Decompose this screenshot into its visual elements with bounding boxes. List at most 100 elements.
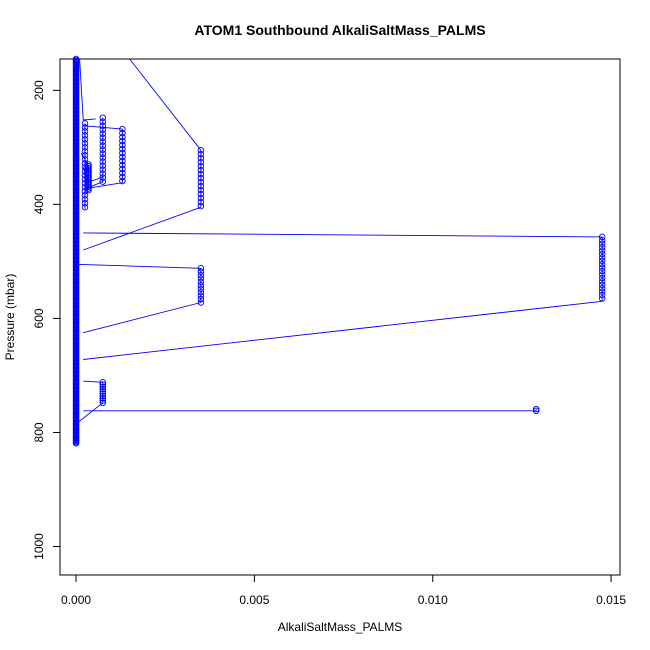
data-point — [119, 161, 126, 169]
data-point — [197, 186, 205, 194]
data-point — [81, 128, 89, 135]
data-point — [99, 399, 107, 407]
series-line — [75, 402, 104, 425]
data-point — [99, 166, 107, 173]
data-point — [85, 174, 92, 182]
data-point — [197, 146, 205, 154]
data-point — [532, 407, 540, 415]
data-point — [81, 200, 89, 207]
data-point — [99, 397, 107, 404]
data-point — [99, 146, 107, 153]
series-line — [129, 58, 202, 151]
data-point — [81, 124, 89, 131]
data-point — [85, 183, 92, 190]
data-point — [598, 250, 606, 258]
data-point — [81, 180, 89, 187]
data-point — [197, 174, 205, 182]
data-point — [119, 137, 126, 145]
series-line — [79, 58, 96, 121]
data-point — [119, 165, 126, 173]
data-point — [598, 237, 606, 244]
series-line — [83, 302, 202, 334]
data-point — [85, 180, 92, 187]
data-point — [85, 176, 92, 184]
data-point — [85, 173, 92, 180]
series-line — [83, 380, 103, 383]
data-point — [81, 140, 89, 147]
data-point — [81, 144, 89, 151]
data-point — [598, 254, 606, 261]
y-tick-label: 400 — [32, 194, 46, 214]
x-axis-label: AlkaliSaltMass_PALMS — [278, 620, 403, 634]
y-tick-label: 600 — [32, 308, 46, 328]
data-point — [81, 168, 89, 175]
data-point — [197, 282, 205, 289]
data-point — [197, 299, 205, 306]
data-point — [197, 170, 205, 178]
data-point — [85, 168, 92, 175]
data-point — [119, 177, 126, 185]
data-point — [119, 169, 126, 177]
data-point — [197, 166, 205, 174]
series-group — [72, 55, 606, 447]
data-point — [119, 149, 126, 157]
x-axis: 0.000 0.005 0.010 0.015 — [61, 574, 626, 607]
data-point — [99, 126, 107, 133]
data-point — [99, 178, 107, 185]
data-point — [197, 285, 205, 293]
data-point — [85, 166, 92, 173]
data-point — [99, 122, 107, 129]
data-point — [81, 152, 89, 159]
data-point — [81, 203, 89, 211]
data-point — [598, 284, 606, 292]
data-point — [197, 268, 205, 275]
data-point — [99, 379, 107, 386]
data-point — [532, 405, 540, 413]
data-point — [119, 173, 126, 181]
data-point — [598, 295, 606, 302]
data-point — [598, 281, 606, 289]
y-tick-label: 800 — [32, 422, 46, 442]
data-point — [99, 174, 107, 181]
data-point — [85, 181, 92, 189]
series-line — [86, 182, 123, 189]
data-point — [598, 261, 606, 268]
data-point — [197, 154, 205, 162]
data-point — [598, 243, 606, 251]
data-point — [119, 153, 126, 161]
data-point — [197, 278, 205, 286]
x-tick-label: 0.000 — [61, 593, 91, 607]
data-point — [81, 192, 89, 199]
data-point — [81, 148, 89, 155]
data-point — [85, 164, 92, 172]
y-axis-label: Pressure (mbar) — [3, 274, 17, 361]
data-point — [72, 440, 80, 447]
data-point — [99, 150, 107, 157]
data-point — [197, 295, 205, 303]
data-point — [197, 202, 205, 210]
data-point — [99, 154, 107, 161]
data-point — [99, 142, 107, 149]
series-line — [83, 232, 603, 238]
data-point — [99, 138, 107, 145]
data-point — [598, 247, 606, 254]
data-point — [81, 120, 89, 127]
data-point — [197, 158, 205, 166]
data-point — [197, 178, 205, 186]
data-point — [197, 275, 205, 282]
data-point — [119, 129, 126, 137]
y-tick-label: 1000 — [32, 533, 46, 560]
data-point — [85, 169, 92, 177]
data-point — [197, 194, 205, 202]
data-point — [99, 394, 107, 402]
series-line — [76, 263, 201, 269]
data-point — [197, 162, 205, 170]
data-point — [197, 198, 205, 206]
data-point — [119, 141, 126, 149]
series-line — [83, 206, 202, 251]
data-point — [119, 145, 126, 153]
x-tick-label: 0.015 — [596, 593, 626, 607]
data-point — [85, 178, 92, 185]
data-point — [598, 240, 606, 247]
